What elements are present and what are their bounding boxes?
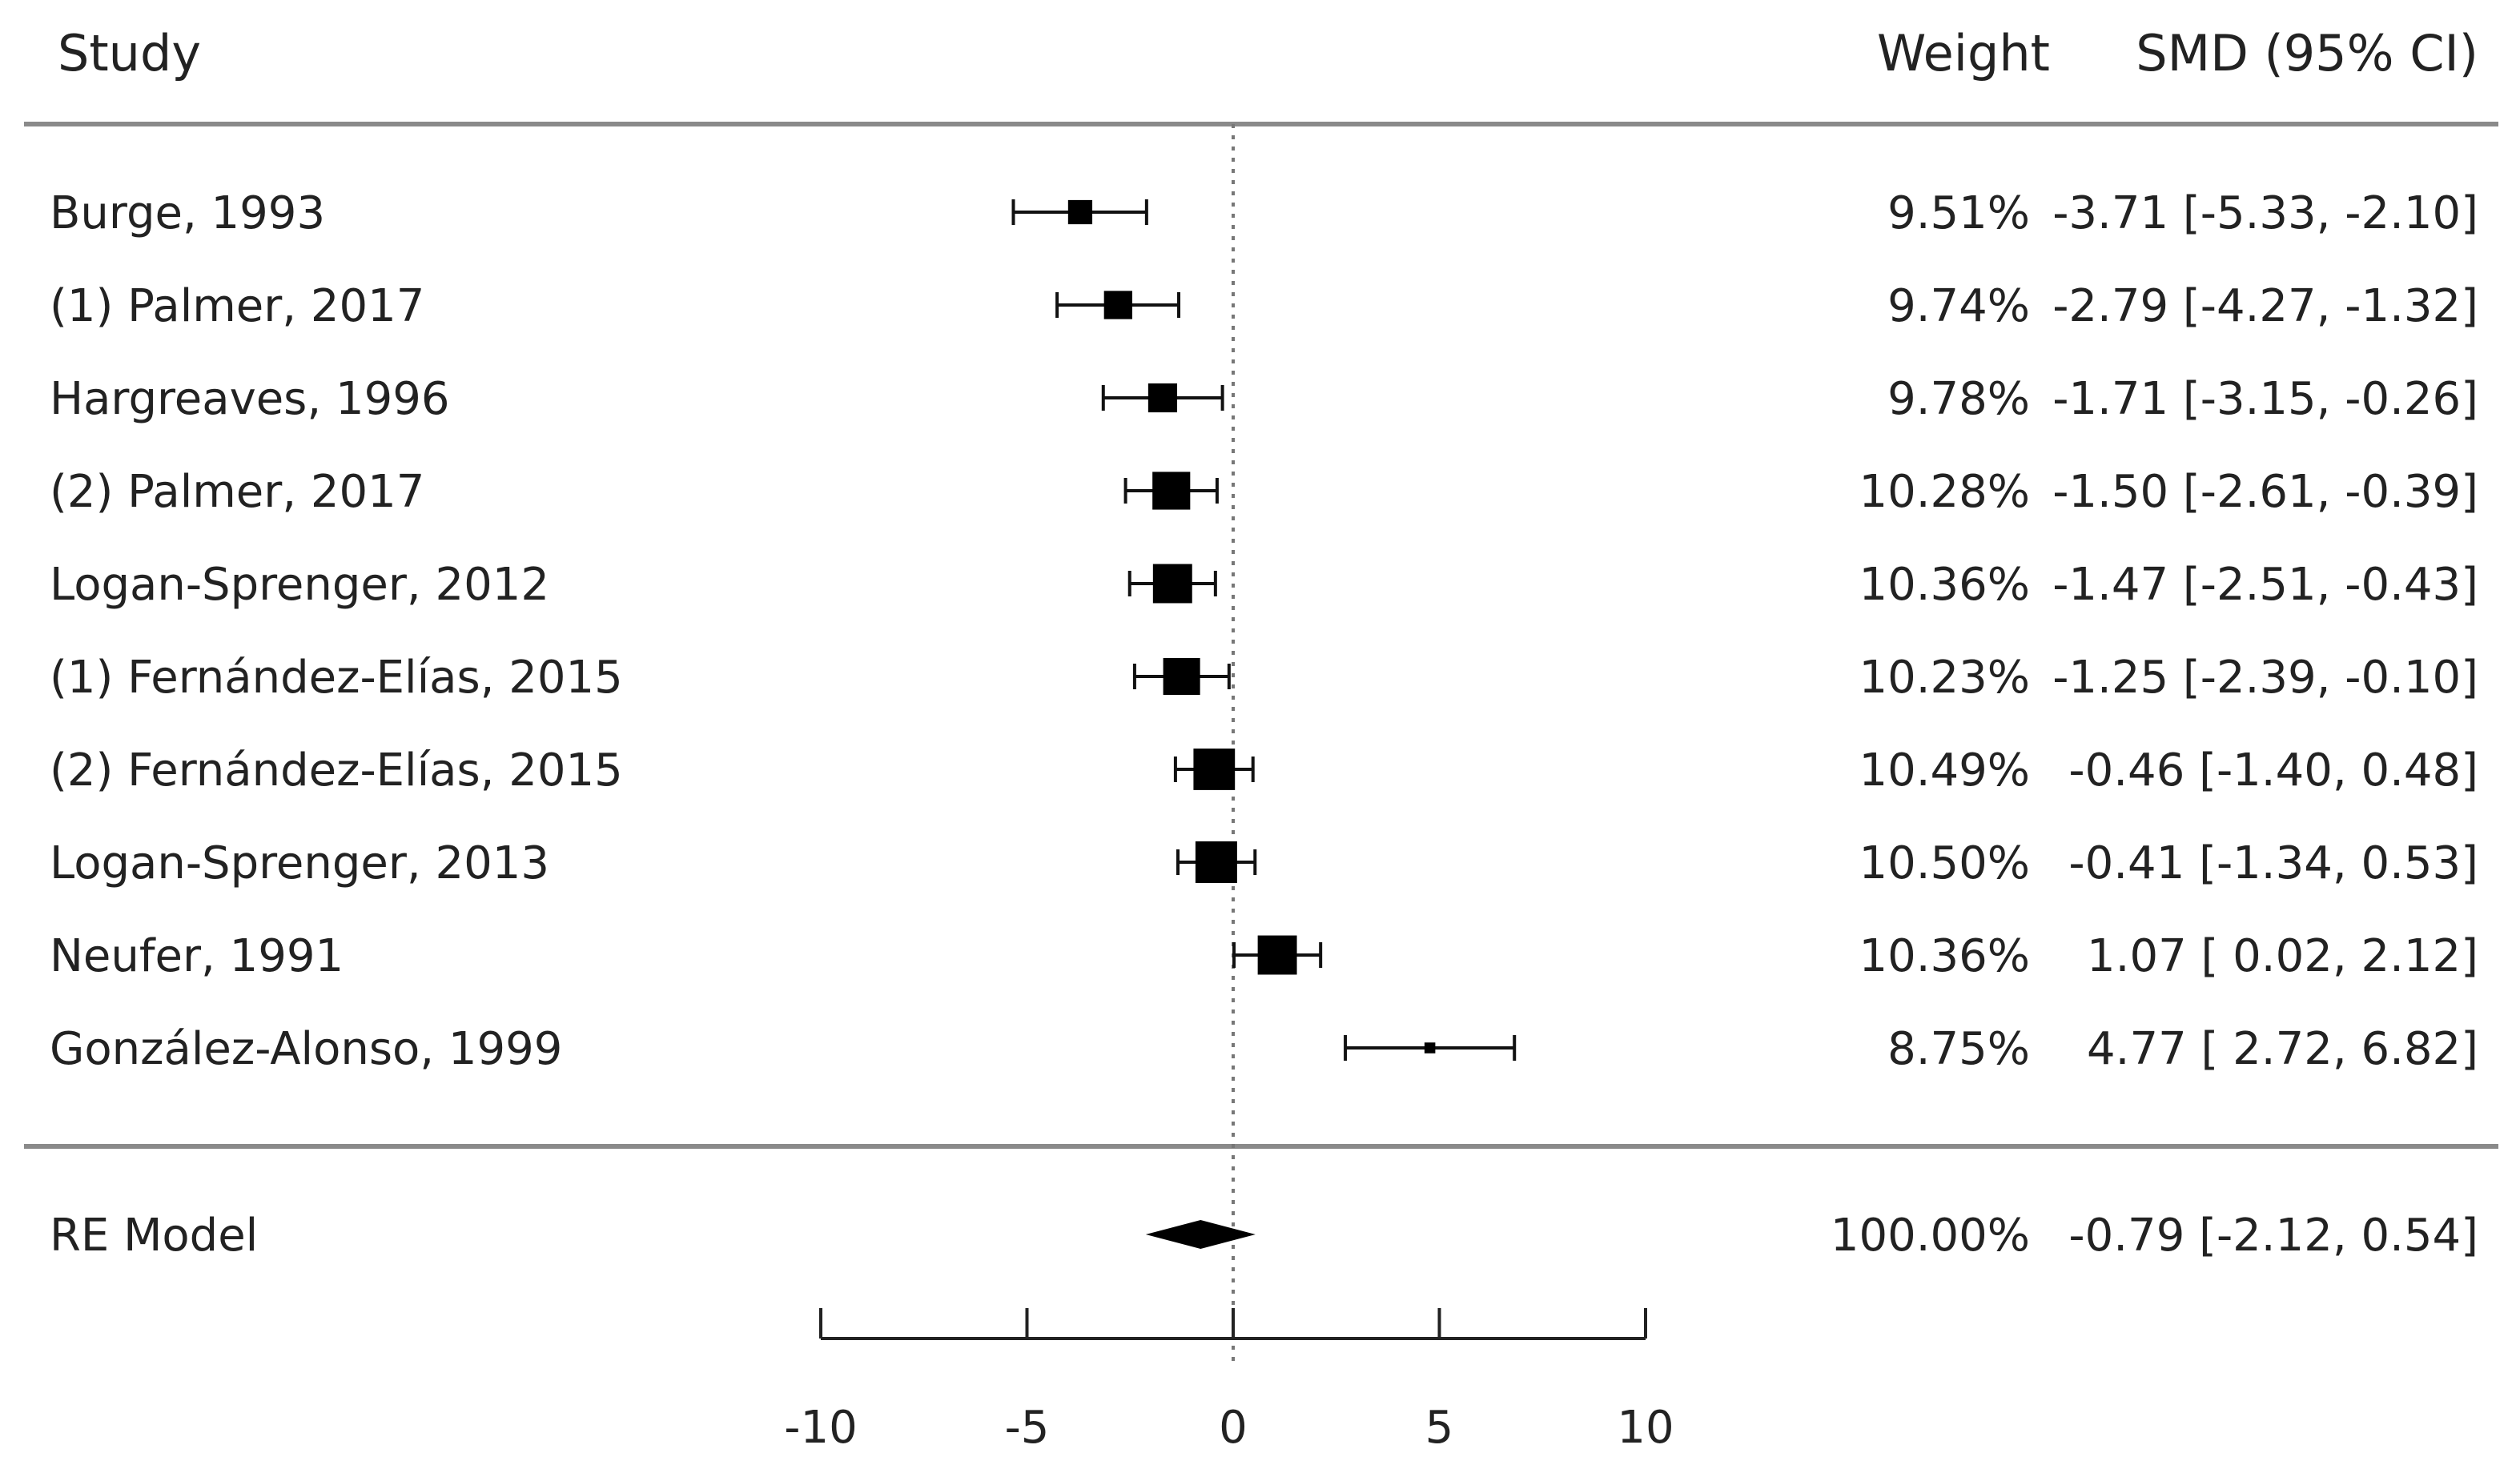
point-estimate-square: [1152, 472, 1191, 510]
point-estimate-square: [1163, 657, 1200, 696]
study-smd-ci: -1.25 [-2.39, -0.10]: [2052, 652, 2478, 704]
study-name: Logan-Sprenger, 2013: [50, 837, 549, 889]
study-weight: 10.50%: [1859, 837, 2030, 889]
separator-rules: [24, 122, 2498, 1149]
study-smd-ci: -1.50 [-2.61, -0.39]: [2052, 466, 2478, 518]
summary-diamond: [1145, 1220, 1256, 1249]
study-name: Hargreaves, 1996: [50, 373, 449, 425]
study-name: Burge, 1993: [50, 187, 325, 239]
study-row: (2) Fernández-Elías, 2015 10.49% -0.46 [-1…: [50, 745, 2478, 797]
study-row: Neufer, 1991 10.36% 1.07 [ 0.02, 2.12]: [50, 930, 2478, 982]
study-row: (1) Palmer, 2017 9.74% -2.79 [-4.27, -1.32…: [50, 280, 2478, 332]
study-weight: 10.23%: [1859, 652, 2030, 704]
study-smd-ci: -2.79 [-4.27, -1.32]: [2052, 280, 2478, 332]
summary-row: RE Model 100.00% -0.79 [-2.12, 0.54]: [50, 1210, 2478, 1262]
study-weight: 9.74%: [1887, 280, 2030, 332]
point-estimate-square: [1195, 841, 1237, 883]
study-smd-ci: -0.41 [-1.34, 0.53]: [2068, 837, 2478, 889]
header-row: Study Weight SMD (95% CI): [58, 24, 2478, 82]
study-weight: 10.36%: [1859, 930, 2030, 982]
point-estimate-square: [1067, 199, 1093, 225]
study-row: Logan-Sprenger, 2013 10.50% -0.41 [-1.34, …: [50, 837, 2478, 889]
study-row: (2) Palmer, 2017 10.28% -1.50 [-2.61, -0.3…: [50, 466, 2478, 518]
study-smd-ci: -1.47 [-2.51, -0.43]: [2052, 559, 2478, 611]
point-estimate-square: [1424, 1042, 1436, 1054]
study-smd-ci: 1.07 [ 0.02, 2.12]: [2087, 930, 2478, 982]
axis-tick-label: 10: [1617, 1402, 1674, 1454]
summary-weight: 100.00%: [1831, 1210, 2030, 1262]
study-name: Neufer, 1991: [50, 930, 344, 982]
axis-tick-label: -5: [1005, 1402, 1050, 1454]
study-name: (1) Fernández-Elías, 2015: [50, 652, 623, 704]
axis-tick-label: 0: [1219, 1402, 1248, 1454]
study-smd-ci: -0.46 [-1.40, 0.48]: [2068, 745, 2478, 797]
axis-tick-label: -10: [784, 1402, 857, 1454]
study-row: González-Alonso, 1999 8.75% 4.77 [ 2.72, 6…: [50, 1023, 2478, 1075]
study-smd-ci: 4.77 [ 2.72, 6.82]: [2087, 1023, 2478, 1075]
study-weight: 10.28%: [1859, 466, 2030, 518]
point-estimate-square: [1152, 564, 1192, 604]
study-row: Hargreaves, 1996 9.78% -1.71 [-3.15, -0.26…: [50, 373, 2478, 425]
weight-header: Weight: [1877, 24, 2050, 82]
summary-name: RE Model: [50, 1210, 258, 1262]
study-name: González-Alonso, 1999: [50, 1023, 562, 1075]
study-row: Logan-Sprenger, 2012 10.36% -1.47 [-2.51, …: [50, 559, 2478, 611]
study-row: Burge, 1993 9.51% -3.71 [-5.33, -2.10]: [50, 187, 2478, 239]
axis-tick-label: 5: [1425, 1402, 1454, 1454]
study-name: (2) Fernández-Elías, 2015: [50, 745, 623, 797]
point-estimate-square: [1193, 749, 1236, 790]
study-row: (1) Fernández-Elías, 2015 10.23% -1.25 [-2…: [50, 652, 2478, 704]
study-smd-ci: -3.71 [-5.33, -2.10]: [2052, 187, 2478, 239]
study-weight: 10.49%: [1859, 745, 2030, 797]
study-header: Study: [58, 24, 201, 82]
study-weight: 10.36%: [1859, 559, 2030, 611]
study-name: Logan-Sprenger, 2012: [50, 559, 549, 611]
point-estimate-square: [1257, 935, 1297, 975]
study-rows: Burge, 1993 9.51% -3.71 [-5.33, -2.10] (1) …: [50, 187, 2478, 1075]
study-weight: 9.51%: [1887, 187, 2030, 239]
x-axis: -10 -5 0 5 10: [784, 1308, 1674, 1454]
point-estimate-square: [1103, 291, 1132, 319]
study-smd-ci: -1.71 [-3.15, -0.26]: [2052, 373, 2478, 425]
study-weight: 8.75%: [1887, 1023, 2030, 1075]
study-name: (1) Palmer, 2017: [50, 280, 424, 332]
study-weight: 9.78%: [1887, 373, 2030, 425]
summary-smd-ci: -0.79 [-2.12, 0.54]: [2068, 1210, 2478, 1262]
smd-header: SMD (95% CI): [2136, 24, 2478, 82]
point-estimate-square: [1147, 383, 1178, 413]
study-name: (2) Palmer, 2017: [50, 466, 424, 518]
